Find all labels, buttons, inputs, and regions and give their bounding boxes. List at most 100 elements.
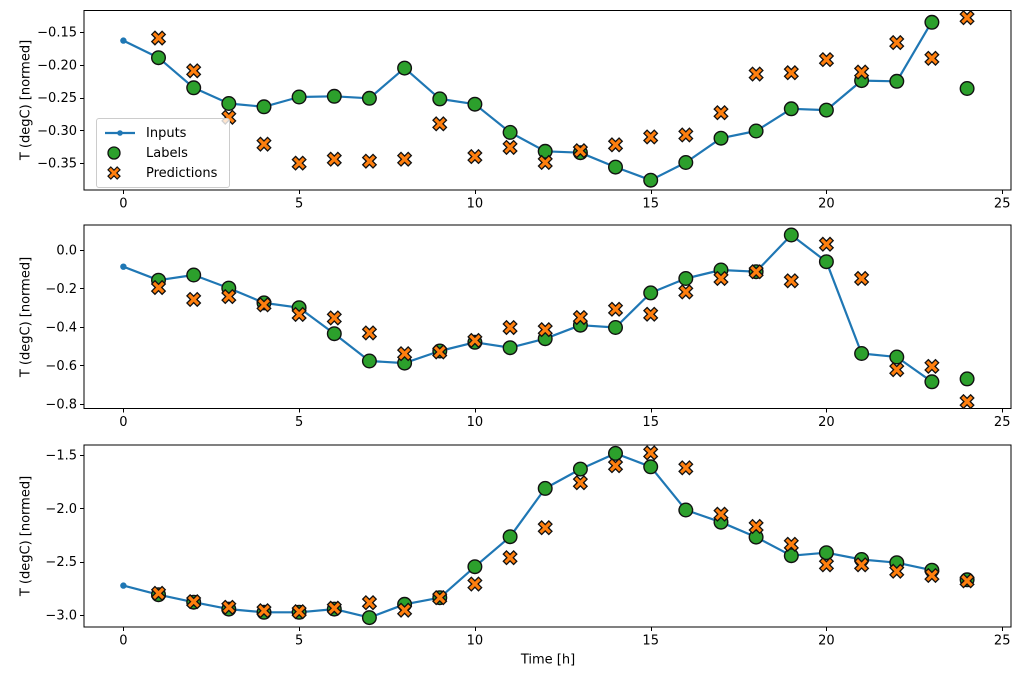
prediction-x-marker <box>572 309 589 326</box>
series-inputs <box>120 231 936 385</box>
prediction-x-marker <box>186 291 202 308</box>
prediction-x-marker <box>256 603 272 619</box>
label-circle-marker <box>643 285 659 301</box>
label-circle-marker <box>643 459 659 475</box>
legend-item-predictions: Predictions <box>104 164 217 182</box>
y-tick-label: −0.30 <box>37 124 77 139</box>
y-tick-label: −0.4 <box>45 320 77 335</box>
x-tick-label: 5 <box>295 634 303 649</box>
inputs-line <box>123 452 933 619</box>
y-tick-label: 0.0 <box>56 244 77 259</box>
label-circle-marker <box>854 346 870 362</box>
y-tick-label: −0.6 <box>45 359 77 374</box>
label-circle-marker <box>537 480 553 496</box>
series-inputs <box>120 18 936 184</box>
prediction-x-marker <box>572 475 589 491</box>
prediction-x-marker <box>396 151 413 167</box>
prediction-x-marker <box>713 105 729 121</box>
prediction-x-marker <box>889 563 905 579</box>
prediction-x-marker <box>467 576 483 592</box>
y-axis-label-subplot-2: T (degC) [normed] <box>18 256 34 378</box>
label-circle-marker <box>748 123 764 139</box>
series-inputs <box>120 450 936 621</box>
prediction-x-marker <box>643 306 659 322</box>
x-axis-label: Time [h] <box>520 652 576 668</box>
prediction-x-marker <box>748 66 764 82</box>
tick-labels: 0 5 10 15 20 25 0.0 −0.2 −0.4 −0.6 −0.8 <box>45 244 1010 431</box>
prediction-x-marker <box>853 64 870 80</box>
label-circle-marker <box>818 545 834 561</box>
label-circle-marker <box>643 172 659 188</box>
label-circle-marker <box>291 89 307 105</box>
prediction-x-marker <box>326 600 342 616</box>
tick-labels: 0 5 10 15 20 25 −0.15 −0.20 −0.25 −0.30 −0.35 <box>37 26 1010 212</box>
x-tick-label: 10 <box>467 415 484 430</box>
prediction-x-marker <box>853 270 870 287</box>
y-axis-label-subplot-3: T (degC) [normed] <box>18 475 34 597</box>
x-tick-label: 20 <box>818 415 835 430</box>
legend-item-labels: Labels <box>104 144 217 162</box>
label-circle-marker <box>467 559 483 575</box>
legend: Inputs Labels Predictions <box>96 118 231 188</box>
plot-frame <box>83 224 1012 410</box>
label-circle-marker <box>502 340 518 356</box>
inputs-line <box>123 233 933 383</box>
axis-ticks <box>80 250 1003 413</box>
legend-label-predictions: Predictions <box>146 165 218 181</box>
label-circle-marker <box>924 374 940 390</box>
label-circle-marker <box>397 60 413 76</box>
subplot-3: 0 5 10 15 20 25 −1.5 −2.0 −2.5 −3.0 <box>45 444 1012 649</box>
tick-labels: 0 5 10 15 20 25 −1.5 −2.0 −2.5 −3.0 <box>45 449 1010 649</box>
x-tick-label: 25 <box>994 634 1011 649</box>
legend-label-inputs: Inputs <box>146 125 187 141</box>
y-tick-label: −0.20 <box>37 58 77 73</box>
y-tick-label: −2.5 <box>45 555 77 570</box>
label-circle-marker <box>713 130 729 146</box>
x-tick-label: 0 <box>119 415 127 430</box>
prediction-x-marker <box>959 393 975 410</box>
prediction-x-marker <box>959 573 975 589</box>
x-tick-label: 0 <box>119 634 127 649</box>
label-circle-marker <box>608 159 624 175</box>
prediction-x-marker <box>607 137 624 153</box>
prediction-x-marker <box>502 550 518 566</box>
prediction-x-marker <box>432 116 448 132</box>
x-tick-label: 25 <box>994 415 1011 430</box>
prediction-x-marker <box>643 445 659 461</box>
prediction-x-marker <box>396 346 413 362</box>
prediction-x-marker <box>186 63 202 79</box>
prediction-x-marker <box>924 567 940 584</box>
label-circle-marker <box>783 227 799 243</box>
label-circle-marker <box>572 461 588 477</box>
legend-label-labels: Labels <box>146 145 188 161</box>
prediction-x-marker <box>853 557 870 573</box>
prediction-x-marker <box>150 585 167 601</box>
x-tick-label: 15 <box>642 197 659 212</box>
prediction-x-marker <box>818 51 835 68</box>
plot-frame <box>83 444 1012 628</box>
y-tick-label: −0.15 <box>37 26 77 41</box>
label-circle-marker <box>959 371 975 387</box>
series-predictions <box>150 445 975 620</box>
input-dot-marker <box>120 37 127 44</box>
label-circle-marker <box>326 326 342 342</box>
prediction-x-marker <box>713 270 729 287</box>
label-circle-marker <box>361 90 377 106</box>
prediction-x-marker <box>150 279 167 296</box>
prediction-x-marker <box>818 236 835 252</box>
prediction-x-marker <box>678 127 694 143</box>
label-circle-marker <box>221 95 237 111</box>
subplot-2: 0 5 10 15 20 25 0.0 −0.2 −0.4 −0.6 −0.8 <box>45 224 1012 431</box>
x-tick-label: 5 <box>295 197 303 212</box>
label-circle-marker <box>361 353 377 369</box>
prediction-x-marker <box>924 50 940 67</box>
y-tick-label: −3.0 <box>45 609 77 624</box>
prediction-x-marker <box>748 518 764 535</box>
y-tick-label: −0.8 <box>45 397 77 412</box>
series-predictions <box>150 236 975 410</box>
prediction-x-marker <box>326 151 342 167</box>
y-tick-label: −0.35 <box>37 157 77 172</box>
label-circle-marker <box>889 73 905 89</box>
